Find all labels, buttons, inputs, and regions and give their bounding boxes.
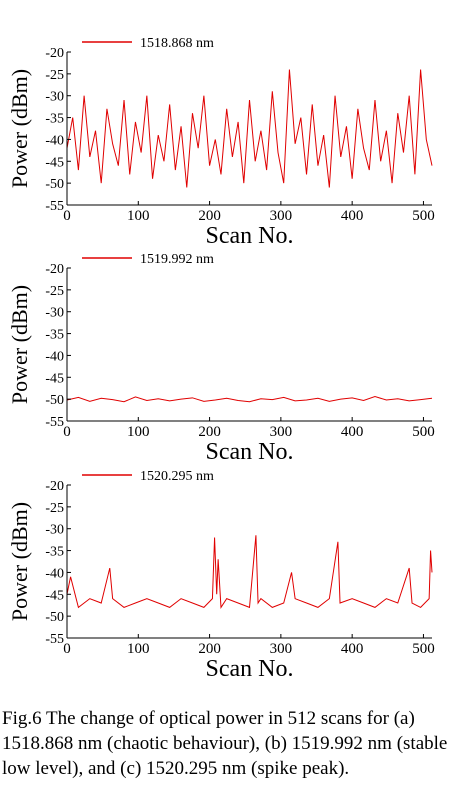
y-tick-label: -25 [45, 501, 64, 516]
data-line [66, 395, 433, 403]
y-tick-label: -50 [45, 177, 64, 192]
x-tick-label: 400 [341, 208, 364, 224]
y-axis-label: Power (dBm) [7, 69, 32, 188]
y-tick-label: -20 [45, 46, 64, 61]
y-axis-label: Power (dBm) [7, 502, 32, 621]
y-tick-label: -30 [45, 523, 64, 538]
y-tick-label: -20 [45, 262, 64, 277]
y-tick-label: -35 [45, 545, 64, 560]
y-tick-label: -50 [45, 393, 64, 408]
y-tick-label: -30 [45, 306, 64, 321]
y-tick-label: -50 [45, 610, 64, 625]
y-axis-label: Power (dBm) [7, 285, 32, 404]
y-tick-label: -45 [45, 371, 64, 386]
data-line [66, 69, 433, 188]
x-tick-label: 400 [341, 424, 364, 440]
x-axis-label: Scan No. [206, 439, 294, 465]
x-tick-label: 400 [341, 641, 364, 657]
y-tick-label: -45 [45, 155, 64, 170]
y-tick-label: -25 [45, 68, 64, 83]
x-tick-label: 100 [127, 208, 150, 224]
x-tick-label: 200 [198, 641, 221, 657]
y-tick-label: -25 [45, 284, 64, 299]
x-tick-label: 200 [198, 424, 221, 440]
x-tick-label: 0 [63, 424, 71, 440]
x-tick-label: 0 [63, 208, 71, 224]
legend-label: 1518.868 nm [140, 36, 214, 51]
y-tick-label: -35 [45, 328, 64, 343]
y-tick-label: -45 [45, 588, 64, 603]
legend-label: 1520.295 nm [140, 469, 214, 484]
x-tick-label: 500 [412, 641, 435, 657]
y-tick-label: -55 [45, 415, 64, 430]
y-tick-label: -20 [45, 479, 64, 494]
y-tick-label: -40 [45, 133, 64, 148]
figure: -55 -50 -45 -40 -35 -30 -25 -20 0 100 200 300 400 500… [7, 36, 435, 682]
x-tick-label: 500 [412, 424, 435, 440]
x-tick-label: 300 [270, 424, 293, 440]
data-line [66, 535, 433, 609]
legend-label: 1519.992 nm [140, 252, 214, 267]
x-tick-label: 300 [270, 641, 293, 657]
y-tick-label: -30 [45, 90, 64, 105]
y-tick-label: -55 [45, 199, 64, 214]
y-tick-label: -55 [45, 632, 64, 647]
y-tick-label: -40 [45, 349, 64, 364]
y-tick-label: -40 [45, 566, 64, 581]
x-tick-label: 0 [63, 641, 71, 657]
x-tick-label: 200 [198, 208, 221, 224]
x-tick-label: 100 [127, 424, 150, 440]
x-axis-label: Scan No. [206, 656, 294, 682]
x-tick-label: 100 [127, 641, 150, 657]
x-tick-label: 300 [270, 208, 293, 224]
x-axis-label: Scan No. [206, 223, 294, 249]
caption: Fig.6 The change of optical power in 512… [2, 708, 448, 779]
x-tick-label: 500 [412, 208, 435, 224]
y-tick-label: -35 [45, 112, 64, 127]
